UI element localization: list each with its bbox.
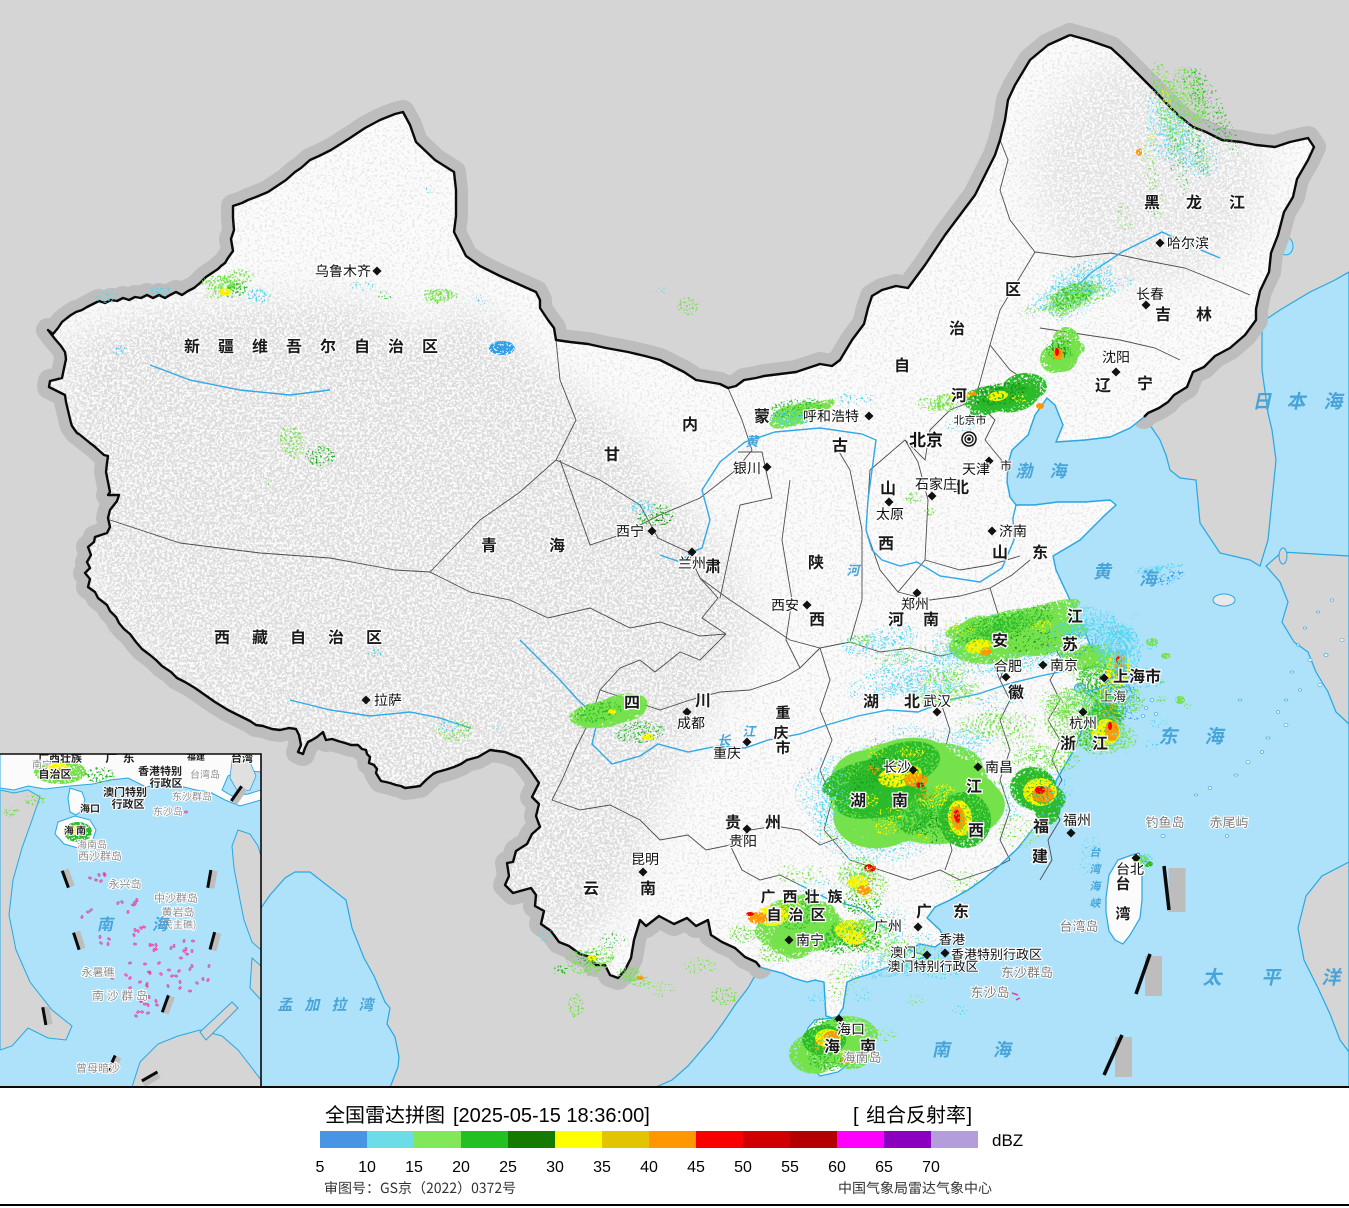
svg-text:45: 45: [687, 1159, 705, 1176]
svg-text:20: 20: [452, 1159, 470, 1176]
svg-text:dBZ: dBZ: [992, 1131, 1023, 1150]
svg-text:70: 70: [922, 1159, 940, 1176]
svg-text:]: ]: [966, 1105, 972, 1127]
svg-text:[2025-05-15 18:36:00]: [2025-05-15 18:36:00]: [453, 1105, 650, 1127]
svg-text:5: 5: [316, 1159, 325, 1176]
svg-text:25: 25: [499, 1159, 517, 1176]
svg-text:[: [: [853, 1105, 859, 1127]
svg-text:60: 60: [828, 1159, 846, 1176]
svg-text:55: 55: [781, 1159, 799, 1176]
svg-text:40: 40: [640, 1159, 658, 1176]
svg-text:10: 10: [358, 1159, 376, 1176]
svg-text:30: 30: [546, 1159, 564, 1176]
svg-text:65: 65: [875, 1159, 893, 1176]
svg-text:35: 35: [593, 1159, 611, 1176]
svg-text:50: 50: [734, 1159, 752, 1176]
svg-text:15: 15: [405, 1159, 423, 1176]
